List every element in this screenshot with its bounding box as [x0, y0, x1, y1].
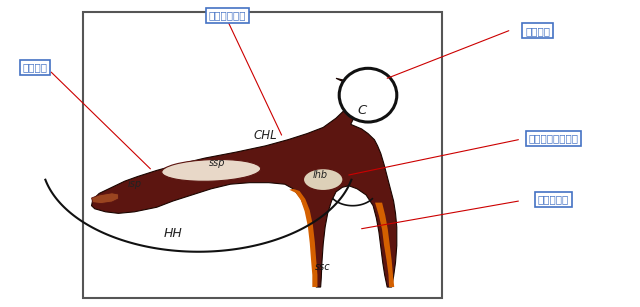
- Text: 肩甲下筋腫: 肩甲下筋腫: [538, 195, 569, 204]
- Text: lhb: lhb: [312, 170, 328, 180]
- Text: isp: isp: [127, 179, 141, 189]
- Polygon shape: [92, 193, 118, 204]
- Text: CHL: CHL: [254, 129, 277, 142]
- Text: 棘上筋腫: 棘上筋腫: [22, 63, 48, 72]
- Ellipse shape: [162, 159, 260, 181]
- FancyBboxPatch shape: [83, 12, 442, 298]
- Text: C: C: [357, 104, 366, 117]
- Text: ssc: ssc: [316, 262, 331, 272]
- Ellipse shape: [303, 169, 343, 191]
- Text: 鳥口突起: 鳥口突起: [525, 26, 550, 36]
- Polygon shape: [92, 78, 397, 287]
- Text: ssp: ssp: [209, 158, 226, 168]
- Text: HH: HH: [163, 227, 182, 240]
- Polygon shape: [289, 189, 317, 287]
- Text: 鳥口上腕靥帯: 鳥口上腕靥帯: [209, 10, 246, 20]
- Ellipse shape: [339, 68, 397, 122]
- Text: 上腕二頭筋長頭腫: 上腕二頭筋長頭腫: [529, 133, 579, 143]
- Polygon shape: [375, 203, 394, 287]
